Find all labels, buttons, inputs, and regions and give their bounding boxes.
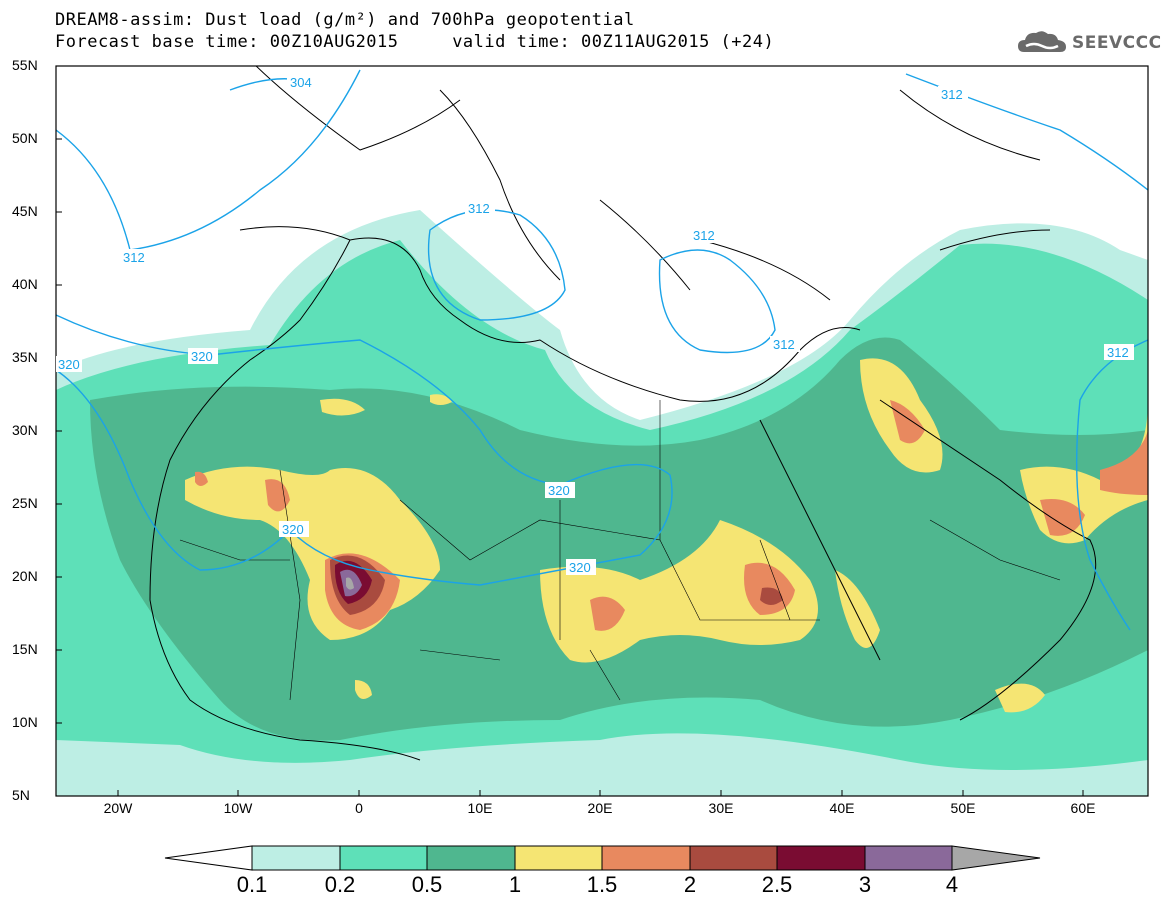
- colorbar-swatch: [689, 845, 778, 871]
- dust-area-1.5: [590, 562, 795, 631]
- lat-label: 20N: [12, 568, 38, 584]
- colorbar-swatch: [251, 845, 341, 871]
- colorbar-label: 0.5: [411, 872, 443, 897]
- colorbar-label: 4: [945, 872, 959, 897]
- lon-label: 30E: [708, 800, 734, 816]
- colorbar-label: 2.5: [761, 872, 793, 897]
- dust-area-1: [835, 570, 880, 648]
- colorbar-lower-arrow: [164, 845, 253, 871]
- lat-label: 40N: [12, 276, 38, 292]
- contour-label: 320: [282, 522, 304, 537]
- lat-label: 5N: [12, 787, 30, 803]
- dust-area-2: [760, 587, 783, 605]
- contour-label: 312: [123, 250, 145, 265]
- lat-label: 55N: [12, 57, 38, 73]
- colorbar: [164, 845, 1041, 871]
- colorbar-label: 1: [508, 872, 522, 897]
- contour-label: 320: [191, 349, 213, 364]
- lat-label: 45N: [12, 203, 38, 219]
- map-subtitle: Forecast base time: 00Z10AUG2015 valid t…: [55, 32, 775, 52]
- lat-label: 25N: [12, 495, 38, 511]
- contour-label: 312: [1107, 345, 1129, 360]
- lat-label: 50N: [12, 130, 38, 146]
- colorbar-label: 0.2: [324, 872, 356, 897]
- lon-label: 10W: [223, 800, 253, 816]
- dust-area-1: [995, 683, 1045, 713]
- lon-label: 50E: [950, 800, 976, 816]
- lat-label: 35N: [12, 349, 38, 365]
- colorbar-upper-arrow: [951, 845, 1041, 871]
- contour-label: 320: [548, 483, 570, 498]
- dust-area-1.5: [195, 400, 1148, 536]
- lon-label: 0: [355, 800, 363, 816]
- coastlines: [149, 66, 1097, 761]
- lon-label: 10E: [467, 800, 493, 816]
- colorbar-swatch: [339, 845, 428, 871]
- colorbar-swatch: [601, 845, 691, 871]
- lat-label: 30N: [12, 422, 38, 438]
- borders: [179, 400, 1061, 701]
- lon-label: 20W: [103, 800, 133, 816]
- dust-area-4: [346, 577, 354, 590]
- contour-label: 320: [58, 357, 80, 372]
- logo-text: SEEVCCC: [1072, 33, 1162, 53]
- lat-label: 15N: [12, 641, 38, 657]
- cloud-logo-icon: [1018, 31, 1066, 52]
- contour-label: 312: [693, 228, 715, 243]
- colorbar-label: 0.1: [236, 872, 268, 897]
- contour-label: 312: [941, 87, 963, 102]
- colorbar-label: 3: [858, 872, 872, 897]
- colorbar-label: 1.5: [586, 872, 618, 897]
- contour-label: 312: [468, 201, 490, 216]
- colorbar-swatch: [864, 845, 953, 871]
- contour-label: 320: [569, 560, 591, 575]
- colorbar-swatch: [776, 845, 866, 871]
- lon-label: 20E: [587, 800, 613, 816]
- map-title: DREAM8-assim: Dust load (g/m²) and 700hP…: [55, 10, 635, 30]
- colorbar-swatch: [426, 845, 516, 871]
- colorbar-label: 2: [683, 872, 697, 897]
- lon-label: 60E: [1070, 800, 1096, 816]
- contour-label-group: 304 312 312 312 312 312 320 320 320 320 …: [56, 74, 1134, 575]
- contour-label: 304: [290, 75, 312, 90]
- contour-label: 312: [773, 337, 795, 352]
- axis-ticks: [56, 65, 1084, 796]
- lat-label: 10N: [12, 714, 38, 730]
- lon-label: 40E: [829, 800, 855, 816]
- colorbar-swatch: [514, 845, 603, 871]
